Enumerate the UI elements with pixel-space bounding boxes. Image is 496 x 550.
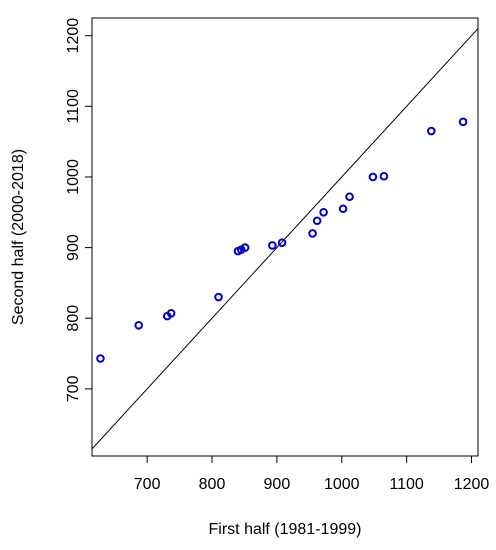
data-point: [214, 292, 223, 302]
data-point: [379, 171, 389, 181]
y-tick-label: 700: [65, 375, 82, 402]
y-axis: 700 800 900 1000 1100 1200: [65, 18, 92, 402]
y-tick-label: 800: [65, 305, 82, 332]
x-tick-label: 800: [199, 476, 226, 493]
data-point: [166, 308, 176, 318]
data-point: [277, 238, 287, 247]
y-tick-label: 900: [65, 234, 82, 261]
data-point: [338, 204, 348, 214]
data-point: [345, 192, 354, 202]
identity-reference-line: [91, 28, 479, 450]
y-tick-label: 1100: [65, 89, 82, 124]
data-point: [368, 172, 378, 182]
data-point: [96, 354, 105, 363]
data-point: [134, 321, 144, 330]
x-tick-label: 700: [134, 476, 161, 493]
x-axis: 700 800 900 1000 1100 1200: [134, 456, 490, 493]
data-point: [240, 243, 250, 252]
y-axis-label: Second half (2000-2018): [10, 149, 27, 325]
x-tick-label: 1100: [389, 476, 424, 493]
data-point: [319, 207, 328, 217]
plot-frame: [91, 17, 479, 457]
x-axis-label: First half (1981-1999): [209, 521, 362, 538]
data-point: [458, 117, 468, 127]
x-tick-label: 1000: [324, 476, 360, 493]
x-tick-label: 1200: [454, 476, 490, 493]
y-tick-label: 1200: [65, 18, 82, 54]
data-point: [426, 126, 436, 136]
y-tick-label: 1000: [65, 159, 82, 195]
x-tick-label: 900: [264, 476, 291, 493]
data-point: [308, 229, 317, 238]
data-point: [268, 241, 277, 250]
data-points: [96, 117, 468, 363]
data-point: [312, 216, 322, 226]
